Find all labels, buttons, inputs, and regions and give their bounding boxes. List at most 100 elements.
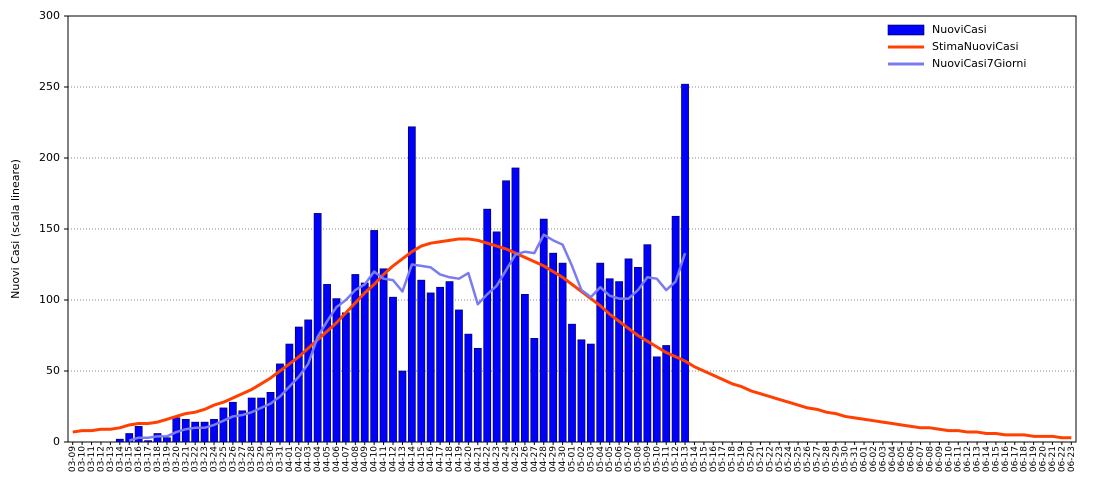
bar bbox=[568, 323, 576, 443]
bar bbox=[228, 401, 237, 443]
x-tick-label: 04-09 bbox=[360, 446, 370, 472]
x-tick-label: 03-22 bbox=[191, 446, 201, 472]
x-tick-label: 06-18 bbox=[1020, 446, 1030, 472]
bar bbox=[473, 347, 482, 443]
x-tick-label: 06-14 bbox=[982, 446, 992, 472]
legend-label: NuoviCasi7Giorni bbox=[932, 57, 1026, 70]
x-tick-label: 06-23 bbox=[1067, 446, 1077, 472]
x-tick-label: 04-23 bbox=[492, 446, 502, 472]
x-tick-label: 05-01 bbox=[568, 446, 578, 472]
x-tick-label: 04-13 bbox=[398, 446, 408, 472]
x-tick-label: 03-16 bbox=[134, 446, 144, 472]
x-tick-label: 04-16 bbox=[426, 446, 436, 472]
bar bbox=[511, 167, 520, 443]
x-tick-label: 06-08 bbox=[925, 446, 935, 472]
x-tick-label: 05-12 bbox=[671, 446, 681, 472]
legend-label: StimaNuoviCasi bbox=[932, 40, 1019, 53]
bar bbox=[662, 345, 671, 443]
x-tick-label: 05-03 bbox=[586, 446, 596, 472]
x-tick-label: 04-14 bbox=[407, 446, 417, 472]
x-tick-label: 03-31 bbox=[275, 446, 285, 472]
y-tick-label: 100 bbox=[39, 293, 60, 306]
bar bbox=[360, 282, 369, 443]
x-tick-label: 05-10 bbox=[652, 446, 662, 472]
x-tick-label: 05-13 bbox=[681, 446, 691, 472]
x-tick-label: 04-15 bbox=[417, 446, 427, 472]
legend-swatch bbox=[887, 24, 925, 36]
bar bbox=[144, 440, 152, 443]
x-tick-label: 06-21 bbox=[1048, 446, 1058, 472]
bar bbox=[492, 231, 501, 443]
bar bbox=[163, 437, 171, 443]
x-tick-label: 06-06 bbox=[907, 446, 917, 472]
x-tick-label: 03-18 bbox=[153, 446, 163, 472]
x-tick-label: 03-30 bbox=[266, 446, 276, 472]
x-tick-label: 06-03 bbox=[878, 446, 888, 472]
x-tick-label: 06-15 bbox=[991, 446, 1001, 472]
bar bbox=[398, 370, 407, 443]
bar bbox=[323, 284, 331, 443]
x-tick-label: 04-01 bbox=[285, 446, 295, 472]
bar bbox=[624, 258, 633, 443]
bar bbox=[294, 326, 303, 443]
x-tick-label: 05-14 bbox=[690, 446, 700, 472]
x-tick-label: 05-18 bbox=[728, 446, 738, 472]
bar bbox=[266, 391, 275, 443]
bar bbox=[370, 230, 379, 443]
x-tick-label: 04-20 bbox=[464, 446, 474, 472]
x-tick-label: 04-08 bbox=[351, 446, 361, 472]
bar bbox=[379, 268, 388, 443]
x-tick-label: 05-20 bbox=[746, 446, 756, 472]
x-tick-label: 04-04 bbox=[313, 446, 323, 472]
x-tick-label: 03-10 bbox=[78, 446, 88, 472]
bar bbox=[125, 433, 134, 443]
x-tick-label: 03-21 bbox=[181, 446, 191, 472]
bar bbox=[671, 215, 680, 443]
x-tick-label: 03-25 bbox=[219, 446, 229, 472]
x-tick-label: 04-02 bbox=[294, 446, 304, 472]
bar bbox=[247, 397, 256, 443]
legend-label: NuoviCasi bbox=[932, 23, 987, 36]
x-tick-label: 04-17 bbox=[436, 446, 446, 472]
x-tick-label: 05-21 bbox=[756, 446, 766, 472]
x-tick-label: 06-16 bbox=[1001, 446, 1011, 472]
x-tick-label: 04-22 bbox=[483, 446, 493, 472]
bar bbox=[502, 180, 510, 443]
line bbox=[72, 237, 1072, 440]
bar bbox=[191, 421, 200, 443]
x-tick-label: 05-28 bbox=[822, 446, 832, 472]
x-tick-label: 05-17 bbox=[718, 446, 728, 472]
bar bbox=[200, 421, 209, 443]
x-tick-label: 03-23 bbox=[200, 446, 210, 472]
x-tick-label: 04-28 bbox=[539, 446, 549, 472]
x-tick-label: 03-26 bbox=[228, 446, 238, 472]
x-tick-label: 06-20 bbox=[1039, 446, 1049, 472]
x-tick-label: 06-13 bbox=[973, 446, 983, 472]
bar bbox=[351, 274, 360, 443]
bar bbox=[417, 279, 426, 443]
x-tick-label: 05-19 bbox=[737, 446, 747, 472]
bar bbox=[558, 262, 567, 443]
x-tick-label: 04-29 bbox=[549, 446, 559, 472]
x-tick-label: 05-30 bbox=[841, 446, 851, 472]
bar bbox=[407, 126, 416, 443]
bar bbox=[276, 363, 284, 443]
line bbox=[128, 233, 687, 442]
x-tick-label: 05-11 bbox=[662, 446, 672, 472]
x-tick-label: 05-25 bbox=[794, 446, 804, 472]
x-tick-label: 03-17 bbox=[144, 446, 154, 472]
bar bbox=[455, 309, 463, 443]
bar bbox=[342, 312, 350, 443]
y-tick-label: 200 bbox=[39, 151, 60, 164]
bar bbox=[596, 262, 605, 443]
x-tick-label: 06-11 bbox=[954, 446, 964, 472]
bar bbox=[464, 333, 473, 443]
x-tick-label: 06-05 bbox=[897, 446, 907, 472]
x-tick-label: 04-07 bbox=[341, 446, 351, 472]
y-tick-label: 50 bbox=[46, 364, 60, 377]
x-tick-label: 04-03 bbox=[304, 446, 314, 472]
bar bbox=[304, 319, 313, 443]
x-tick-label: 06-07 bbox=[916, 446, 926, 472]
x-tick-label: 04-24 bbox=[502, 446, 512, 472]
x-tick-label: 04-30 bbox=[558, 446, 568, 472]
